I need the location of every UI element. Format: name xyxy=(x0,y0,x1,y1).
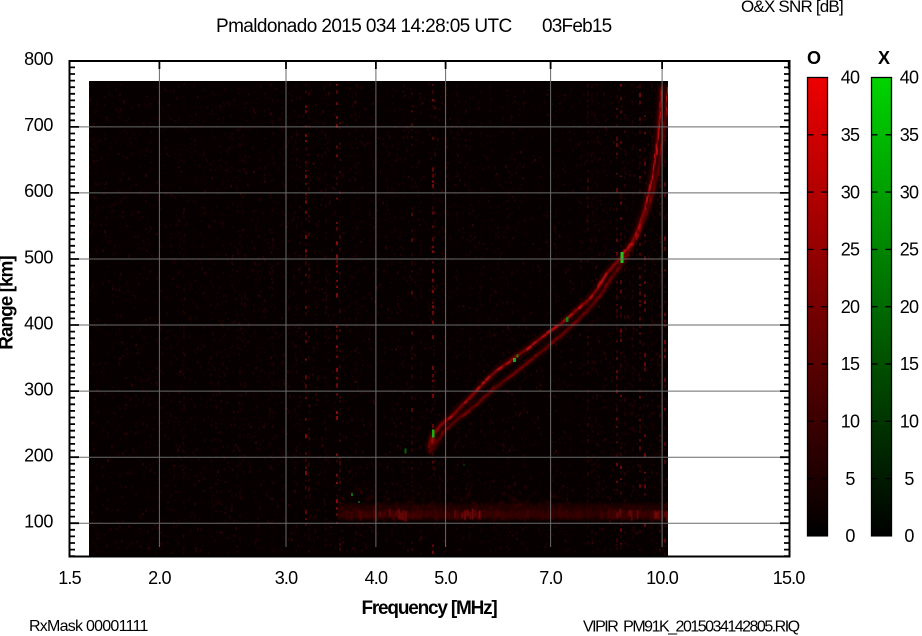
svg-text:Frequency [MHz]: Frequency [MHz] xyxy=(361,598,497,619)
svg-text:0: 0 xyxy=(845,526,855,546)
svg-text:30: 30 xyxy=(841,182,860,202)
svg-text:600: 600 xyxy=(24,181,53,201)
svg-text:200: 200 xyxy=(24,446,53,466)
svg-text:25: 25 xyxy=(900,240,919,260)
svg-text:35: 35 xyxy=(841,125,860,145)
svg-text:30: 30 xyxy=(900,182,919,202)
svg-text:35: 35 xyxy=(900,125,919,145)
svg-text:Pmaldonado 2015 034 14:28:05 U: Pmaldonado 2015 034 14:28:05 UTC xyxy=(216,16,512,37)
svg-text:400: 400 xyxy=(24,313,53,333)
svg-text:4.0: 4.0 xyxy=(365,568,388,588)
svg-text:2.0: 2.0 xyxy=(148,568,171,588)
svg-text:10.0: 10.0 xyxy=(646,568,679,588)
svg-text:5.0: 5.0 xyxy=(434,568,457,588)
svg-text:VIPIR PM91K_2015034142805.RIQ: VIPIR PM91K_2015034142805.RIQ xyxy=(583,619,800,636)
svg-text:800: 800 xyxy=(24,49,53,69)
svg-text:20: 20 xyxy=(900,297,919,317)
svg-text:1.5: 1.5 xyxy=(58,568,81,588)
svg-text:500: 500 xyxy=(24,247,53,267)
svg-text:25: 25 xyxy=(841,240,860,260)
svg-text:15.0: 15.0 xyxy=(773,568,806,588)
svg-text:40: 40 xyxy=(841,68,860,88)
svg-text:20: 20 xyxy=(841,297,860,317)
svg-text:100: 100 xyxy=(24,512,53,532)
svg-text:RxMask 00001111: RxMask 00001111 xyxy=(29,618,148,635)
svg-text:O: O xyxy=(807,48,821,68)
svg-text:0: 0 xyxy=(904,526,914,546)
svg-text:15: 15 xyxy=(841,354,860,374)
svg-text:5: 5 xyxy=(845,469,855,489)
svg-text:15: 15 xyxy=(900,354,919,374)
svg-text:03Feb15: 03Feb15 xyxy=(542,16,612,37)
svg-text:X: X xyxy=(878,48,890,68)
svg-text:Range [km]: Range [km] xyxy=(0,256,18,350)
svg-text:300: 300 xyxy=(24,379,53,399)
svg-text:5: 5 xyxy=(904,469,914,489)
svg-text:700: 700 xyxy=(24,115,53,135)
svg-text:10: 10 xyxy=(841,412,860,432)
svg-text:40: 40 xyxy=(900,68,919,88)
svg-text:O&X SNR [dB]: O&X SNR [dB] xyxy=(741,0,843,16)
svg-text:7.0: 7.0 xyxy=(539,568,562,588)
svg-text:10: 10 xyxy=(900,412,919,432)
svg-text:3.0: 3.0 xyxy=(275,568,298,588)
